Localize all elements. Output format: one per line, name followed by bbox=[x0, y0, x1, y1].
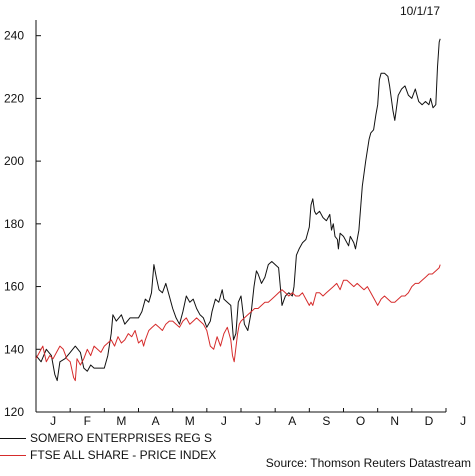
x-tick-label: F bbox=[84, 414, 91, 428]
legend-ftse: FTSE ALL SHARE - PRICE INDEX bbox=[0, 448, 216, 463]
x-tick-label: J bbox=[460, 414, 466, 428]
y-tick-label: 180 bbox=[4, 217, 24, 231]
y-tick-label: 200 bbox=[4, 154, 24, 168]
y-tick-label: 240 bbox=[4, 29, 24, 43]
y-ticks: 120 140 160 180 200 220 240 bbox=[4, 29, 41, 419]
y-tick-label: 160 bbox=[4, 280, 24, 294]
legend-label-somero: SOMERO ENTERPRISES REG S bbox=[30, 431, 213, 445]
legend-swatch-somero bbox=[0, 438, 26, 440]
series-line-somero bbox=[35, 38, 441, 382]
y-tick-label: 120 bbox=[4, 405, 24, 419]
x-tick-label: S bbox=[322, 414, 330, 428]
series-lines bbox=[35, 38, 441, 382]
x-tick-label: J bbox=[221, 414, 227, 428]
x-tick-label: O bbox=[356, 414, 365, 428]
x-tick-label: A bbox=[288, 414, 296, 428]
x-tick-label: J bbox=[50, 414, 56, 428]
y-tick-label: 220 bbox=[4, 91, 24, 105]
x-tick-label: M bbox=[185, 414, 195, 428]
x-tick-label: J bbox=[255, 414, 261, 428]
date-label: 10/1/17 bbox=[400, 4, 440, 18]
x-tick-label: M bbox=[116, 414, 126, 428]
series-line-ftse bbox=[35, 264, 441, 382]
x-tick-label: D bbox=[425, 414, 434, 428]
x-tick-label: A bbox=[152, 414, 160, 428]
legend-somero: SOMERO ENTERPRISES REG S bbox=[0, 431, 212, 446]
legend-swatch-ftse bbox=[0, 455, 26, 457]
legend-label-ftse: FTSE ALL SHARE - PRICE INDEX bbox=[30, 448, 217, 462]
y-tick-label: 140 bbox=[4, 342, 24, 356]
x-tick-label: N bbox=[390, 414, 399, 428]
source-note: Source: Thomson Reuters Datastream bbox=[265, 456, 471, 470]
